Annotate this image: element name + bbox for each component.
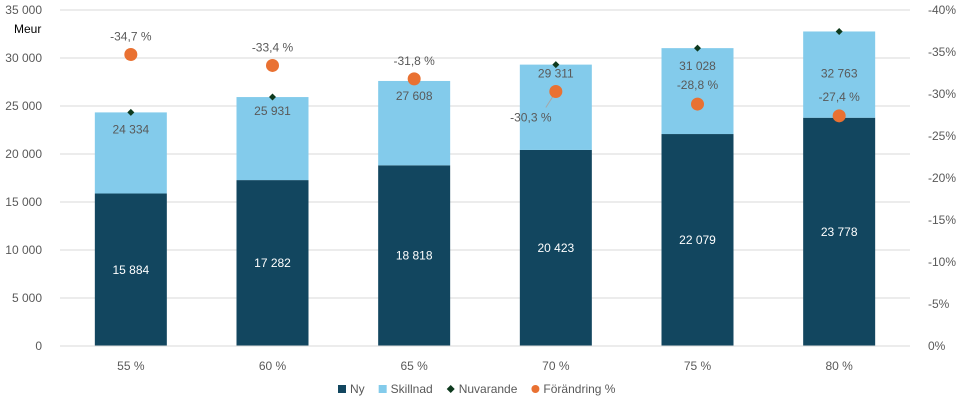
legend-label: Nuvarande — [459, 382, 518, 396]
legend-label: Skillnad — [391, 382, 433, 396]
forandring-marker — [691, 97, 704, 111]
x-tick-label: 55 % — [117, 359, 145, 373]
nuvarande-marker — [552, 61, 560, 69]
y-tick-label: 25 000 — [5, 99, 42, 113]
y2-tick-label: -40% — [928, 3, 956, 17]
y2-tick-label: -10% — [928, 255, 956, 269]
legend-label: Förändring % — [543, 382, 615, 396]
nuvarande-data-label: 25 931 — [254, 104, 291, 118]
forandring-marker — [266, 58, 279, 72]
y-tick-label: 35 000 — [5, 3, 42, 17]
x-tick-label: 70 % — [542, 359, 570, 373]
y-tick-label: 30 000 — [5, 51, 42, 65]
bar-ny — [94, 193, 167, 346]
bar-skillnad — [378, 80, 451, 166]
nuvarande-marker — [269, 93, 276, 101]
y2-tick-label: -35% — [928, 45, 956, 59]
forandring-marker — [549, 84, 563, 98]
forandring-data-label: -31,8 % — [393, 54, 435, 68]
ny-data-label: 23 778 — [821, 225, 858, 239]
nuvarande-data-label: 32 763 — [821, 66, 858, 80]
nuvarande-marker — [127, 108, 135, 116]
bar-ny — [236, 180, 309, 346]
bar-skillnad — [94, 112, 167, 194]
legend-swatch-ny — [338, 385, 346, 393]
bar-skillnad — [803, 31, 876, 118]
nuvarande-marker — [835, 27, 843, 35]
y2-tick-label: 0% — [928, 339, 946, 353]
ny-data-label: 15 884 — [112, 263, 149, 277]
bar-skillnad — [661, 48, 734, 135]
y-axis-title: Meur — [14, 22, 41, 36]
bar-skillnad — [236, 97, 309, 181]
ny-data-label: 22 079 — [679, 233, 716, 247]
y-tick-label: 15 000 — [5, 195, 42, 209]
y-tick-label: 5 000 — [12, 291, 42, 305]
legend-swatch-forandring — [531, 385, 540, 393]
nuvarande-marker — [694, 44, 701, 52]
legend-swatch-nuvarande — [446, 385, 455, 393]
bar-ny — [378, 165, 451, 346]
leader-line — [545, 96, 554, 108]
bar-ny — [519, 149, 592, 346]
forandring-marker — [407, 72, 421, 86]
forandring-data-label: -30,3 % — [510, 110, 552, 124]
forandring-data-label: -33,4 % — [252, 40, 294, 54]
x-tick-label: 75 % — [684, 359, 712, 373]
nuvarande-data-label: 29 311 — [538, 67, 574, 81]
y2-tick-label: -30% — [928, 87, 956, 101]
forandring-marker — [832, 109, 846, 123]
forandring-marker — [124, 48, 138, 62]
nuvarande-data-label: 27 608 — [396, 89, 433, 103]
legend-swatch-skillnad — [378, 385, 387, 393]
x-tick-label: 80 % — [825, 359, 853, 373]
bar-ny — [803, 117, 876, 346]
ny-data-label: 20 423 — [537, 241, 574, 255]
y2-tick-label: -15% — [928, 213, 956, 227]
forandring-data-label: -28,8 % — [677, 78, 719, 92]
y2-tick-label: -25% — [928, 129, 956, 143]
forandring-data-label: -27,4 % — [818, 90, 860, 104]
forandring-data-label: -34,7 % — [110, 30, 152, 44]
bar-ny — [661, 134, 734, 346]
bar-skillnad — [519, 64, 592, 150]
x-tick-label: 60 % — [259, 359, 287, 373]
legend-label: Ny — [350, 382, 365, 396]
y2-tick-label: -5% — [928, 297, 950, 311]
nuvarande-data-label: 31 028 — [679, 59, 716, 73]
nuvarande-data-label: 24 334 — [112, 122, 149, 136]
y-tick-label: 20 000 — [5, 147, 42, 161]
y-tick-label: 0 — [35, 339, 42, 353]
y-tick-label: 10 000 — [5, 243, 42, 257]
x-tick-label: 65 % — [400, 359, 428, 373]
ny-data-label: 18 818 — [396, 249, 433, 263]
ny-data-label: 17 282 — [254, 256, 291, 270]
y2-tick-label: -20% — [928, 171, 956, 185]
